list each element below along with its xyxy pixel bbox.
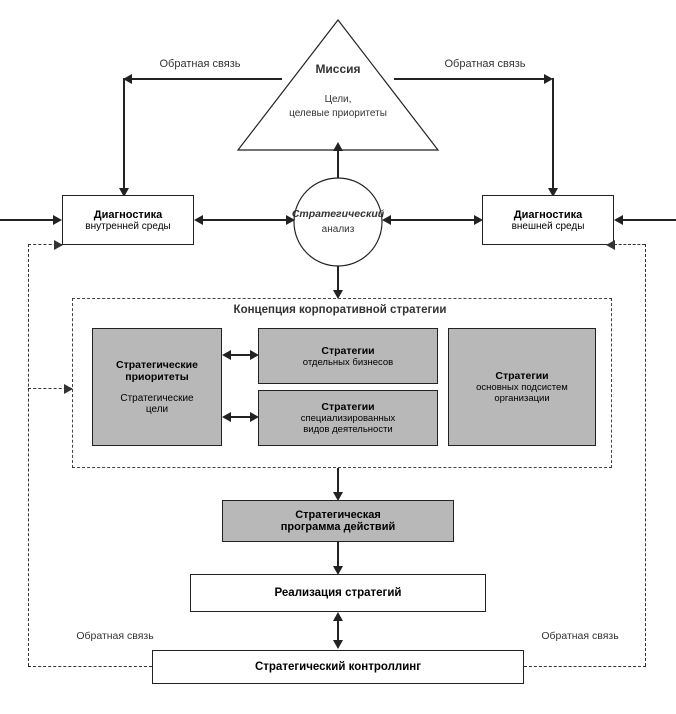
biz-sub: отдельных бизнесов: [303, 357, 393, 368]
arrowhead: [194, 215, 203, 225]
edge: [337, 620, 339, 642]
edge: [337, 468, 339, 494]
node-program: Стратегическая программа действий: [222, 500, 454, 542]
dashed-edge: [645, 244, 646, 666]
act-sub: специализированных: [301, 413, 396, 424]
subsys-title: Стратегии: [495, 370, 548, 382]
edge: [202, 219, 286, 221]
analysis-circle-svg: [0, 0, 676, 300]
node-controlling: Стратегический контроллинг: [152, 650, 524, 684]
controlling-text: Стратегический контроллинг: [255, 661, 421, 673]
node-priorities: Стратегические приоритеты Стратегические…: [92, 328, 222, 446]
node-subsystem-strategies: Стратегии основных подсистем организации: [448, 328, 596, 446]
biz-title: Стратегии: [321, 345, 374, 357]
program-title: Стратегическая: [295, 509, 381, 521]
arrowhead: [333, 612, 343, 621]
arrowhead: [286, 215, 295, 225]
edge: [337, 266, 339, 292]
analysis-title: Стратегический: [290, 208, 386, 220]
analysis-sub: анализ: [300, 224, 376, 235]
realization-text: Реализация стратегий: [275, 587, 402, 599]
feedback-label-bottom-left: Обратная связь: [60, 630, 170, 642]
edge: [390, 219, 474, 221]
dashed-edge: [614, 244, 645, 245]
node-activity-strategies: Стратегии специализированных видов деяте…: [258, 390, 438, 446]
arrowhead: [222, 412, 231, 422]
dashed-edge: [524, 666, 646, 667]
priorities-sub: Стратегические: [120, 393, 193, 404]
act-title: Стратегии: [321, 401, 374, 413]
node-biz-strategies: Стратегии отдельных бизнесов: [258, 328, 438, 384]
edge: [230, 354, 250, 356]
edge: [337, 542, 339, 568]
arrowhead: [250, 350, 259, 360]
feedback-label-bottom-right: Обратная связь: [520, 630, 640, 642]
subsys-sub2: организации: [494, 393, 549, 404]
priorities-title2: приоритеты: [125, 371, 188, 383]
arrowhead: [64, 384, 73, 394]
act-sub2: видов деятельности: [303, 424, 392, 435]
concept-title: Концепция корпоративной стратегии: [190, 304, 490, 316]
dashed-edge: [28, 666, 152, 667]
arrowhead: [474, 215, 483, 225]
node-realization: Реализация стратегий: [190, 574, 486, 612]
dashed-edge: [28, 244, 29, 666]
arrowhead: [54, 240, 63, 250]
arrowhead: [250, 412, 259, 422]
strategy-flowchart: Миссия Цели, целевые приоритеты Обратная…: [0, 0, 676, 714]
arrowhead: [606, 240, 615, 250]
subsys-sub: основных подсистем: [476, 382, 568, 393]
arrowhead: [382, 215, 391, 225]
arrowhead: [333, 640, 343, 649]
priorities-sub2: цели: [146, 404, 168, 415]
edge: [230, 416, 250, 418]
priorities-title: Стратегические: [116, 359, 198, 371]
arrowhead: [222, 350, 231, 360]
program-sub: программа действий: [281, 521, 395, 533]
